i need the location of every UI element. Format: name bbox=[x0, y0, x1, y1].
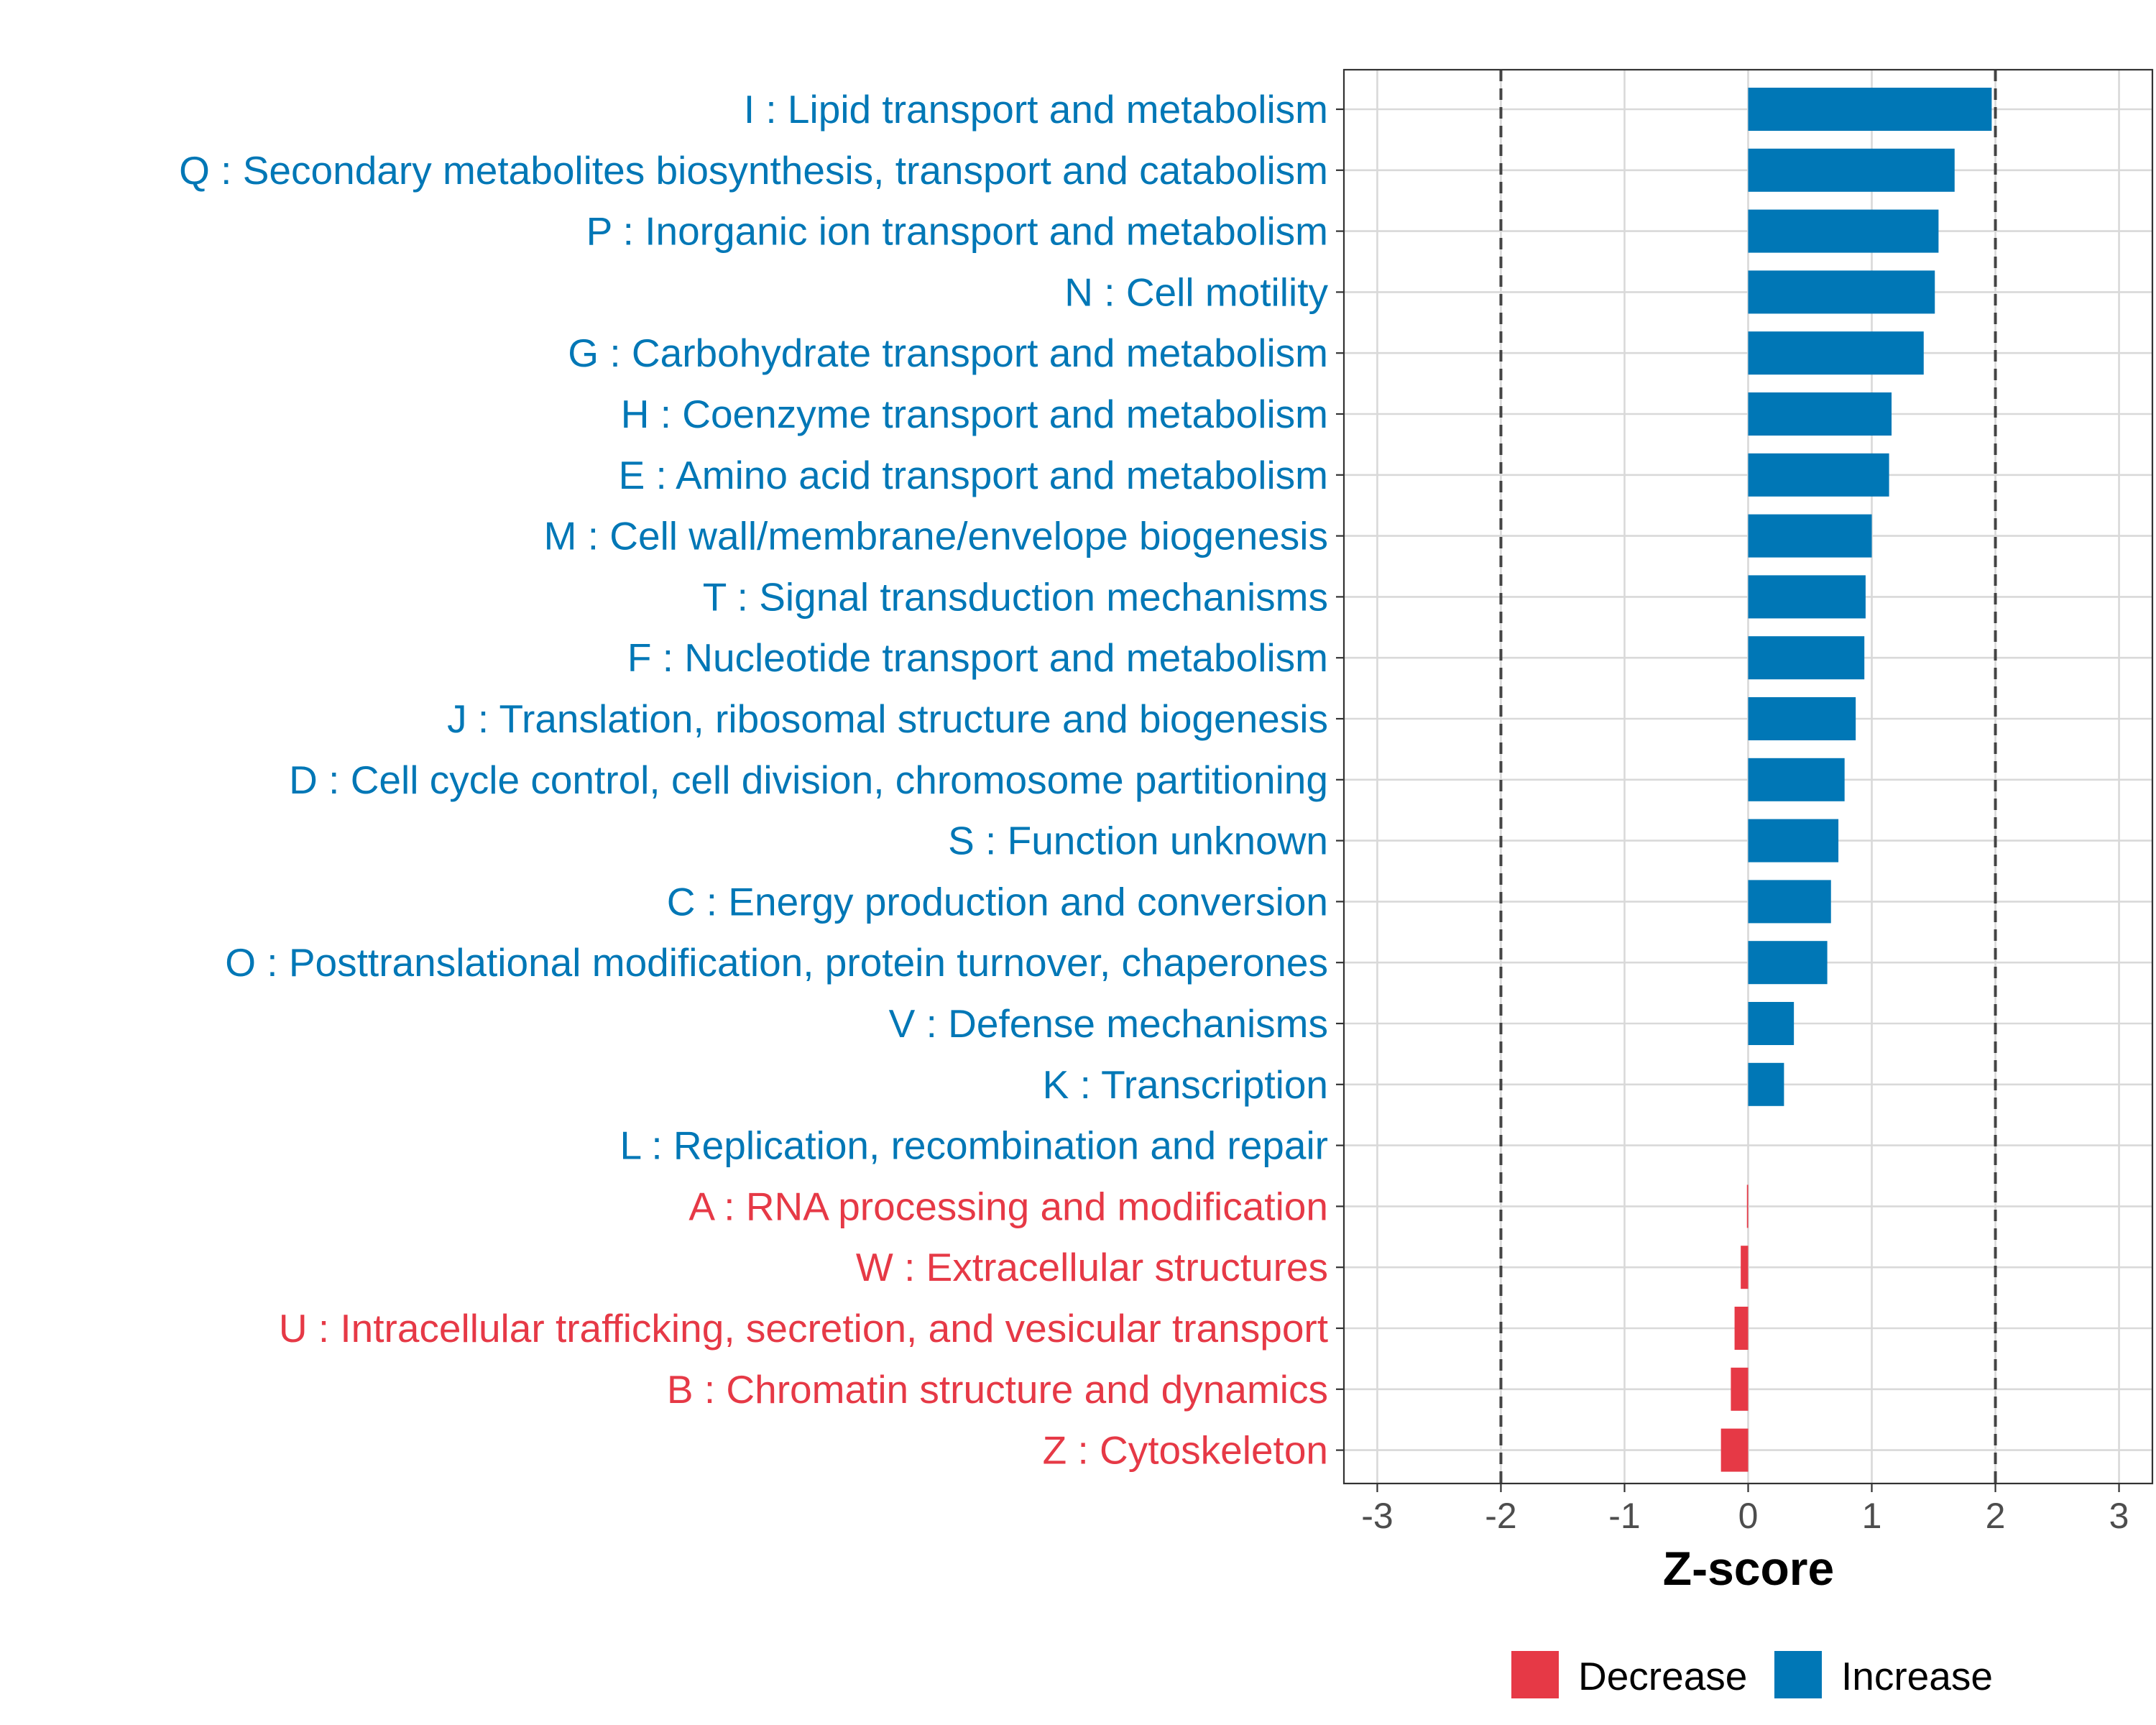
x-axis-ticks bbox=[1376, 1484, 2120, 1492]
legend-key-decrease bbox=[1511, 1651, 1559, 1698]
bar bbox=[1748, 270, 1935, 314]
category-label: E : Amino acid transport and metabolism bbox=[619, 453, 1328, 497]
category-label: A : RNA processing and modification bbox=[688, 1184, 1328, 1228]
category-label: J : Translation, ribosomal structure and… bbox=[447, 696, 1328, 741]
category-label: L : Replication, recombination and repai… bbox=[620, 1123, 1328, 1168]
legend-label-decrease: Decrease bbox=[1578, 1654, 1747, 1698]
x-axis-title: Z-score bbox=[1663, 1542, 1834, 1595]
category-label: V : Defense mechanisms bbox=[889, 1001, 1328, 1046]
x-axis-tick-labels: -3 -2 -1 0 1 2 3 bbox=[1361, 1496, 2129, 1536]
legend-label-increase: Increase bbox=[1841, 1654, 1993, 1698]
y-axis-labels: I : Lipid transport and metabolism Q : Se… bbox=[179, 87, 1328, 1473]
bar bbox=[1720, 1428, 1749, 1472]
category-label: W : Extracellular structures bbox=[856, 1245, 1328, 1289]
legend-key-increase bbox=[1774, 1651, 1822, 1698]
x-tick-label: 2 bbox=[1986, 1496, 2006, 1536]
bar bbox=[1748, 941, 1828, 985]
category-label: Z : Cytoskeleton bbox=[1043, 1428, 1328, 1473]
category-label: N : Cell motility bbox=[1064, 270, 1328, 314]
x-tick-label: -2 bbox=[1485, 1496, 1516, 1536]
bar bbox=[1748, 758, 1845, 801]
x-tick-label: 3 bbox=[2109, 1496, 2129, 1536]
x-tick-label: -3 bbox=[1361, 1496, 1393, 1536]
bar bbox=[1748, 209, 1939, 253]
legend: Decrease Increase bbox=[1511, 1651, 1993, 1698]
bar bbox=[1748, 1002, 1795, 1045]
category-label: B : Chromatin structure and dynamics bbox=[667, 1367, 1328, 1412]
category-label: H : Coenzyme transport and metabolism bbox=[621, 392, 1328, 436]
category-label: U : Intracellular trafficking, secretion… bbox=[279, 1306, 1328, 1351]
category-label: F : Nucleotide transport and metabolism bbox=[627, 635, 1328, 680]
bar bbox=[1746, 1184, 1749, 1228]
bar bbox=[1748, 453, 1889, 497]
bars bbox=[1720, 88, 1992, 1472]
bar bbox=[1731, 1367, 1749, 1411]
category-label: D : Cell cycle control, cell division, c… bbox=[289, 758, 1328, 802]
bar bbox=[1748, 575, 1866, 619]
bar bbox=[1748, 697, 1856, 740]
x-tick-label: 0 bbox=[1738, 1496, 1759, 1536]
category-label: Q : Secondary metabolites biosynthesis, … bbox=[179, 148, 1328, 193]
reference-lines bbox=[1499, 70, 1997, 1484]
category-label: S : Function unknown bbox=[948, 819, 1328, 863]
category-label: C : Energy production and conversion bbox=[667, 879, 1328, 924]
bar bbox=[1748, 880, 1831, 924]
category-label: O : Posttranslational modification, prot… bbox=[225, 940, 1328, 985]
bar bbox=[1748, 392, 1892, 436]
bar bbox=[1748, 636, 1865, 680]
category-label: G : Carbohydrate transport and metabolis… bbox=[568, 331, 1328, 375]
bar bbox=[1748, 148, 1955, 192]
bar bbox=[1748, 331, 1924, 375]
bar bbox=[1734, 1307, 1749, 1350]
category-label: T : Signal transduction mechanisms bbox=[703, 574, 1328, 619]
x-tick-label: -1 bbox=[1608, 1496, 1640, 1536]
category-label: P : Inorganic ion transport and metaboli… bbox=[586, 209, 1328, 254]
x-tick-label: 1 bbox=[1862, 1496, 1882, 1536]
bar bbox=[1748, 1062, 1784, 1106]
bar bbox=[1748, 819, 1839, 862]
bar bbox=[1748, 88, 1992, 131]
category-label: M : Cell wall/membrane/envelope biogenes… bbox=[544, 514, 1328, 558]
bar bbox=[1741, 1246, 1749, 1289]
bar bbox=[1748, 514, 1872, 558]
y-axis-ticks bbox=[1336, 108, 1344, 1451]
category-label: K : Transcription bbox=[1043, 1062, 1328, 1107]
category-label: I : Lipid transport and metabolism bbox=[744, 87, 1328, 132]
